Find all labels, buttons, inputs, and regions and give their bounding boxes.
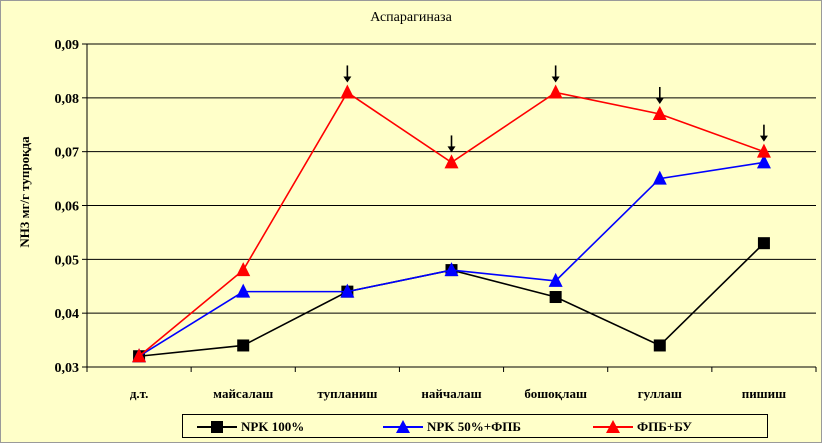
y-tick-label: 0,07 xyxy=(55,146,80,161)
x-tick-label: пишиш xyxy=(742,386,786,401)
data-point xyxy=(652,105,667,120)
y-tick-label: 0,03 xyxy=(55,361,80,376)
data-point xyxy=(757,237,770,250)
y-tick-label: 0,08 xyxy=(55,92,80,107)
x-tick-label: д.т. xyxy=(130,386,148,401)
legend-label-npk50: NPK 50%+ФПБ xyxy=(427,419,521,434)
annotation-arrow-head xyxy=(551,76,560,83)
annotation-arrow-head xyxy=(447,146,456,153)
annotation-arrow-head xyxy=(655,97,664,104)
data-point xyxy=(340,84,355,99)
data-point xyxy=(548,84,563,99)
x-tick-label: гуллаш xyxy=(638,386,682,401)
y-tick-label: 0,09 xyxy=(55,38,80,53)
data-point xyxy=(236,283,251,298)
data-point xyxy=(340,283,355,298)
series-line-2 xyxy=(138,91,765,357)
x-tick-label: тупланиш xyxy=(317,386,377,401)
data-point xyxy=(444,262,459,277)
legend-marker-npk50 xyxy=(383,420,423,433)
data-point xyxy=(237,339,250,352)
data-point xyxy=(652,170,667,185)
y-tick-label: 0,05 xyxy=(55,253,80,268)
x-tick-label: бошоқлаш xyxy=(524,386,587,401)
legend-marker-fpb-bu xyxy=(593,420,633,433)
data-point xyxy=(444,154,459,169)
data-point xyxy=(653,339,666,352)
data-point xyxy=(549,291,562,304)
data-point xyxy=(236,262,251,277)
annotation-arrow-head xyxy=(759,135,768,142)
series-line-0 xyxy=(138,242,765,358)
data-point xyxy=(548,272,563,287)
legend-label-fpb-bu: ФПБ+БУ xyxy=(637,419,692,434)
annotation-arrow-head xyxy=(343,76,352,83)
x-tick-label: майсалаш xyxy=(213,386,273,401)
legend-label-npk100: NPK 100% xyxy=(241,419,305,434)
x-tick-label: найчалаш xyxy=(421,386,481,401)
data-point xyxy=(756,154,771,169)
data-point xyxy=(132,348,147,363)
y-tick-label: 0,04 xyxy=(55,307,80,322)
chart-title: Аспарагиназа xyxy=(370,10,452,25)
legend-marker-npk100 xyxy=(197,421,237,433)
legend: NPK 100% NPK 50%+ФПБ ФПБ+БУ xyxy=(182,414,768,438)
y-tick-label: 0,06 xyxy=(55,200,80,215)
data-point xyxy=(756,143,771,158)
